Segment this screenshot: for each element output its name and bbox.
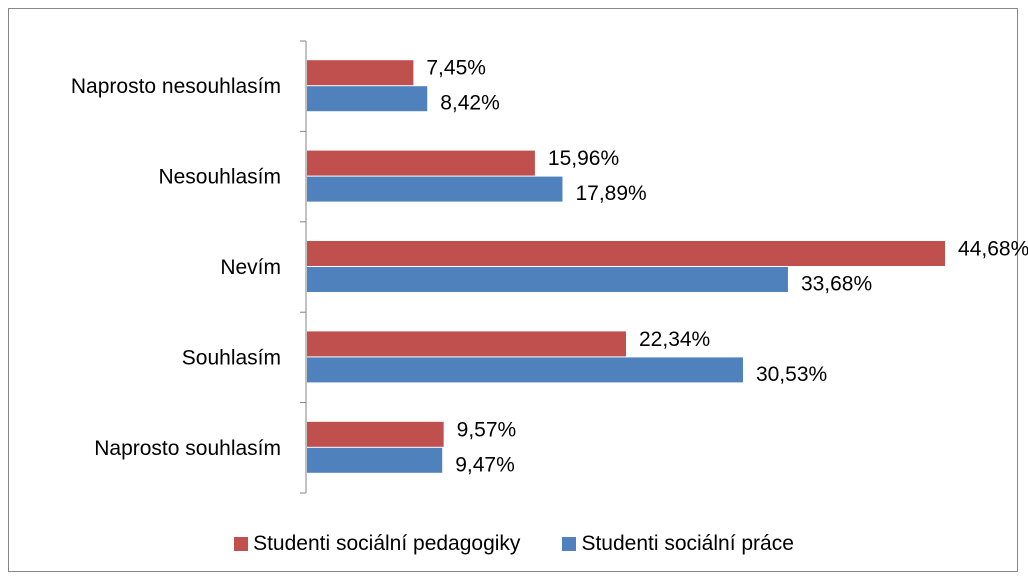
data-label-series-1: 7,45% bbox=[426, 57, 486, 80]
bar-series-1 bbox=[307, 241, 946, 266]
legend-item-series-2: Studenti sociální práce bbox=[562, 532, 794, 556]
legend-swatch-series-2 bbox=[562, 537, 577, 551]
data-label-series-2: 30,53% bbox=[756, 363, 827, 386]
bar-series-2 bbox=[307, 86, 428, 112]
data-label-series-2: 9,47% bbox=[455, 453, 515, 476]
bar-series-2 bbox=[307, 176, 563, 202]
legend-label-series-2: Studenti sociální práce bbox=[581, 532, 794, 555]
data-label-series-2: 33,68% bbox=[801, 273, 872, 296]
legend-swatch-series-1 bbox=[234, 537, 249, 551]
bar-series-1 bbox=[307, 60, 414, 86]
data-label-series-2: 8,42% bbox=[440, 92, 500, 115]
legend: Studenti sociální pedagogiky Studenti so… bbox=[0, 532, 1028, 556]
category-label: Nevím bbox=[220, 256, 281, 279]
legend-item-series-1: Studenti sociální pedagogiky bbox=[234, 532, 520, 556]
data-label-series-1: 9,57% bbox=[457, 418, 517, 441]
category-label: Nesouhlasím bbox=[158, 166, 281, 189]
data-label-series-1: 15,96% bbox=[548, 147, 619, 170]
plot-area: Naprosto nesouhlasím 7,45% 8,42% Nesouhlasí… bbox=[71, 40, 1028, 494]
category-label: Naprosto nesouhlasím bbox=[71, 75, 281, 98]
bar-series-2 bbox=[307, 267, 788, 292]
data-label-series-1: 22,34% bbox=[639, 328, 710, 351]
bar-series-2 bbox=[307, 357, 743, 383]
legend-label-series-1: Studenti sociální pedagogiky bbox=[253, 532, 521, 555]
data-label-series-2: 17,89% bbox=[575, 182, 646, 205]
bar-series-1 bbox=[307, 331, 627, 357]
bar-series-1 bbox=[307, 421, 444, 447]
category-label: Naprosto souhlasím bbox=[94, 437, 281, 460]
category-label: Souhlasím bbox=[182, 346, 281, 369]
data-label-series-1: 44,68% bbox=[958, 238, 1028, 261]
bar-series-2 bbox=[307, 447, 443, 473]
bar-series-1 bbox=[307, 150, 535, 176]
